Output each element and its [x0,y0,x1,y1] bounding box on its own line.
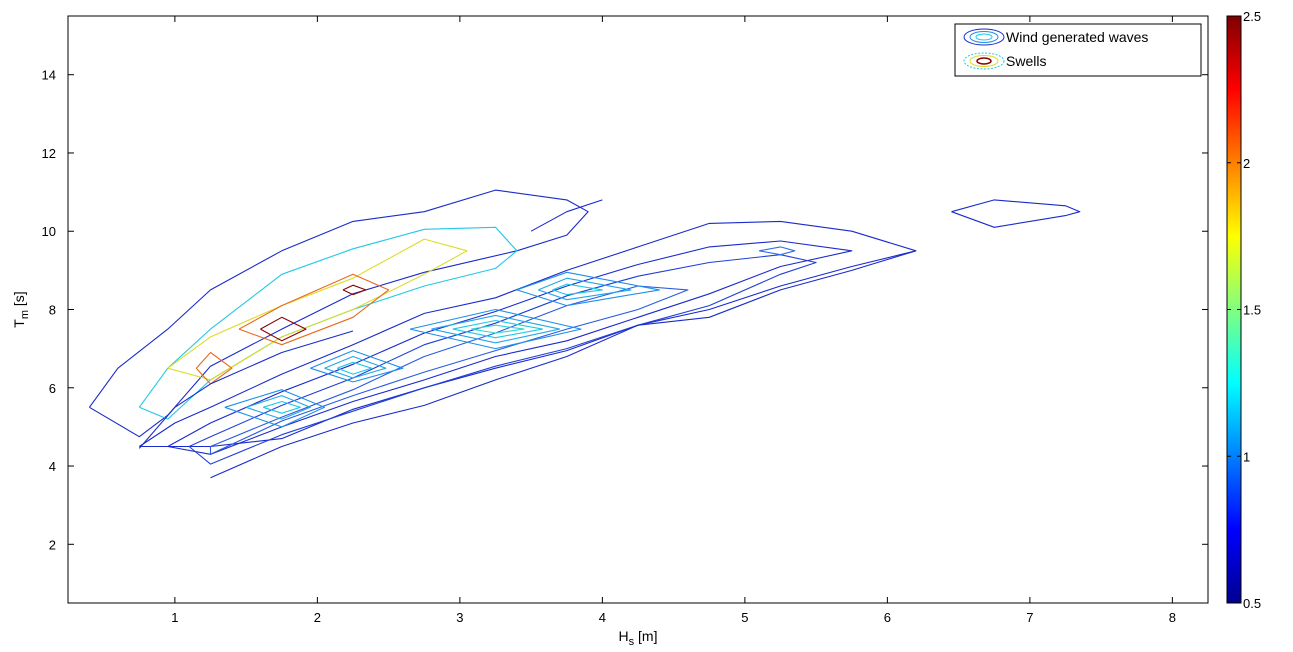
contour-line [245,395,311,420]
contour-line [337,361,373,375]
x-tick-label: 1 [171,610,178,625]
legend-swells-label: Swells [1006,53,1046,69]
x-axis-label-sub: s [629,636,635,648]
y-tick-label: 2 [49,537,56,552]
x-tick-label: 4 [599,610,606,625]
contour-line [224,389,326,428]
contour-line [431,314,561,344]
contour-line [260,316,307,342]
y-tick-label: 8 [49,303,56,318]
y-axis-label-main: T [11,319,27,328]
contour-line [195,351,233,385]
y-tick-label: 4 [49,459,56,474]
x-tick-label: 6 [884,610,891,625]
contour-line [263,400,301,414]
x-axis-label-main: H [619,628,629,644]
legend-wind-label: Wind generated waves [1006,29,1148,45]
contour-line [471,324,525,334]
y-tick-label: 14 [42,68,56,83]
contour-line [209,285,689,455]
colorbar: 0.5 1 1.5 2 2.5 [1226,9,1261,611]
legend: Wind generated waves Swells [954,23,1202,77]
contour-line [538,277,632,301]
contour-layer [88,189,1081,479]
contour-line [88,189,589,438]
contour-line [310,350,404,383]
y-tick-label: 6 [49,381,56,396]
contour-line [342,284,367,296]
contour-line [210,250,917,479]
x-tick-label: 8 [1169,610,1176,625]
contour-line [552,283,603,296]
colorbar-tick-label: 1 [1243,449,1250,464]
y-axis-label: Tm [s] [11,291,31,327]
contour-line [167,238,468,381]
contour-line [530,199,603,232]
contour-line [516,271,660,307]
contour-line [409,308,582,350]
colorbar-ticks: 0.5 1 1.5 2 2.5 [1227,9,1261,611]
x-axis-label-unit: [m] [634,628,657,644]
contour-line [167,240,853,455]
x-tick-label: 3 [456,610,463,625]
y-tick-label: 10 [42,224,56,239]
colorbar-tick-label: 0.5 [1243,596,1261,611]
contour-line [238,273,390,346]
legend-wind-marker [963,28,1005,46]
contour-line [188,254,817,465]
x-tick-label: 5 [741,610,748,625]
colorbar-tick-label: 1.5 [1243,303,1261,318]
colorbar-tick-label: 2.5 [1243,9,1261,24]
y-axis-label-unit: [s] [11,291,27,310]
x-tick-label: 2 [314,610,321,625]
y-tick-label: 12 [42,146,56,161]
colorbar-tick-label: 2 [1243,156,1250,171]
x-tick-label: 7 [1026,610,1033,625]
contour-line [138,330,354,449]
contour-line [452,319,544,339]
contour-line [759,246,796,256]
legend-swells-marker [963,52,1005,70]
y-axis-label-sub: m [19,310,31,319]
x-axis-label: Hs [m] [619,628,658,648]
contour-line [324,355,387,379]
contour-line [951,199,1081,228]
